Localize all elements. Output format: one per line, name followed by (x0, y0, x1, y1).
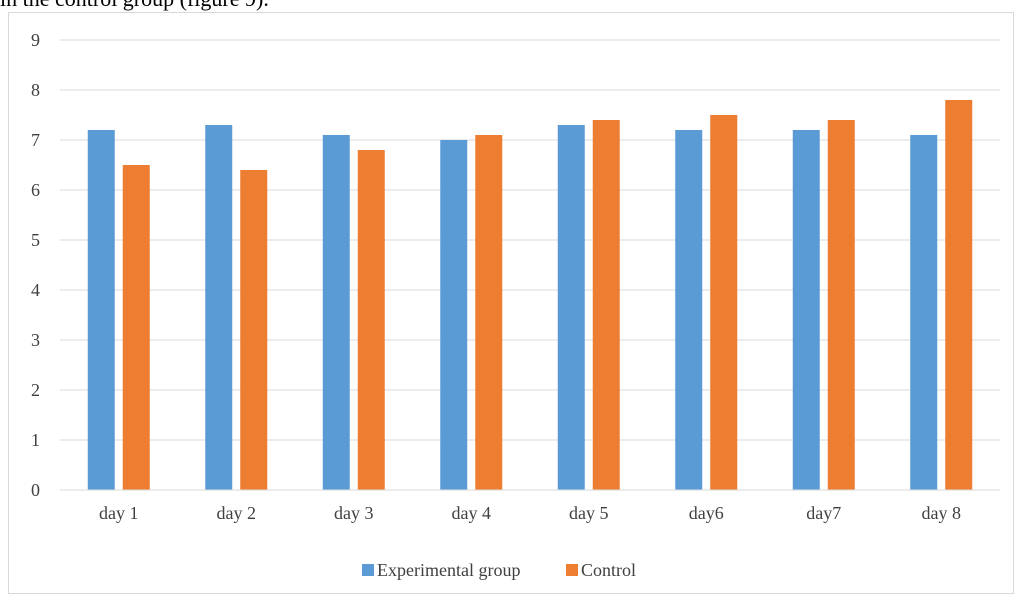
y-tick-label: 1 (31, 430, 40, 450)
legend: Experimental group Control (362, 560, 636, 580)
legend-label: Control (581, 560, 636, 580)
bar-control (240, 170, 268, 490)
y-axis-ticks: 0 1 2 3 4 5 6 7 8 9 (31, 30, 40, 500)
legend-swatch (566, 564, 578, 576)
x-tick-label: day 1 (99, 503, 139, 523)
x-tick-label: day 5 (569, 503, 609, 523)
bars (87, 100, 973, 490)
y-tick-label: 0 (31, 480, 40, 500)
y-tick-label: 6 (31, 180, 40, 200)
x-tick-label: day7 (806, 503, 841, 523)
y-tick-label: 8 (31, 80, 40, 100)
y-tick-label: 2 (31, 380, 40, 400)
bar-control (357, 150, 385, 490)
bar-experimental (675, 130, 703, 490)
bar-control (592, 120, 620, 490)
bar-experimental (87, 130, 115, 490)
x-tick-label: day6 (689, 503, 724, 523)
y-tick-label: 5 (31, 230, 40, 250)
y-tick-label: 4 (31, 280, 40, 300)
x-axis-ticks: day 1 day 2 day 3 day 4 day 5 day6 day7 day 8 (99, 503, 961, 523)
bar-control (945, 100, 973, 490)
legend-label: Experimental group (377, 560, 520, 580)
caption-text: in the control group (figure 9). (0, 0, 1018, 14)
gridlines (60, 39, 1000, 441)
bar-control (475, 135, 503, 490)
bar-control (827, 120, 855, 490)
bar-experimental (557, 125, 585, 490)
bar-experimental (205, 125, 233, 490)
x-tick-label: day 8 (922, 503, 962, 523)
legend-swatch (362, 564, 374, 576)
y-tick-label: 3 (31, 330, 40, 350)
x-tick-label: day 2 (217, 503, 257, 523)
bar-control (122, 165, 150, 490)
x-tick-label: day 3 (334, 503, 374, 523)
x-tick-label: day 4 (452, 503, 492, 523)
bar-experimental (792, 130, 820, 490)
bar-control (710, 115, 738, 490)
bar-experimental (440, 140, 468, 490)
y-tick-label: 9 (31, 30, 40, 50)
y-tick-label: 7 (31, 130, 40, 150)
bar-experimental (910, 135, 938, 490)
bar-experimental (322, 135, 350, 490)
